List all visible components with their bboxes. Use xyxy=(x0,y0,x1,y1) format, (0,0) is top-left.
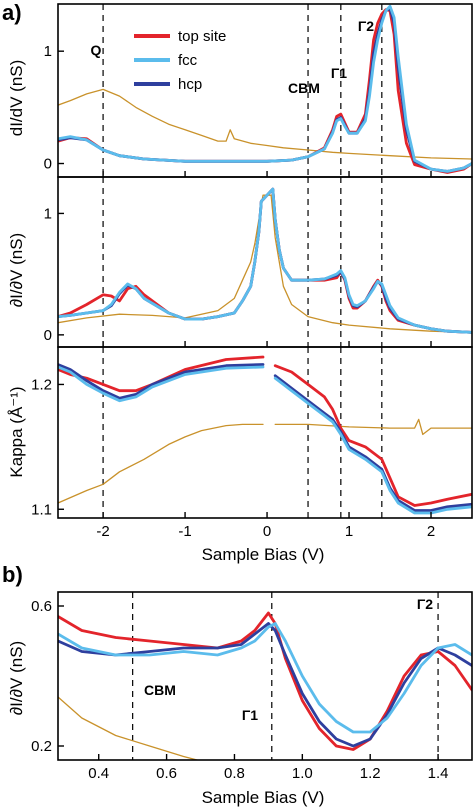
x-tick-label: 1.4 xyxy=(428,765,449,782)
series-hcp xyxy=(58,187,472,334)
y-tick-label: 0 xyxy=(44,327,52,344)
x-tick-label: 0.4 xyxy=(88,765,109,782)
y-tick-label: 1 xyxy=(44,205,52,222)
plot-frame xyxy=(57,346,473,519)
plot-frame xyxy=(57,591,473,761)
series-fcc xyxy=(58,4,472,173)
y-tick-label: 0.2 xyxy=(31,738,52,755)
series-fcc xyxy=(58,622,472,734)
legend-label-hcp: hcp xyxy=(178,76,202,93)
y-tick-label: 0.6 xyxy=(31,598,52,615)
series-top-site xyxy=(58,611,472,751)
xlabel-b: Sample Bias (V) xyxy=(202,788,325,807)
ylabel-p3: Kappa (Å⁻¹) xyxy=(7,386,26,477)
series-reference xyxy=(58,418,472,504)
series-fcc xyxy=(58,365,472,515)
plot-frame xyxy=(57,176,473,348)
x-tick-label: 1.0 xyxy=(292,765,313,782)
x-tick-label: 0 xyxy=(263,523,271,540)
y-tick-label: 1.1 xyxy=(31,501,52,518)
dIdV-subplot: 01 xyxy=(44,3,473,178)
label-gamma1-a: Γ1 xyxy=(331,65,347,81)
ylabel-p1: dI/dV (nS) xyxy=(7,60,26,137)
label-CBM-b: CBM xyxy=(144,682,176,698)
label-gamma2-b: Γ2 xyxy=(417,596,433,612)
dIdV-log-subplot: 01 xyxy=(44,176,473,348)
series-hcp xyxy=(58,622,472,748)
y-tick-label: 0 xyxy=(44,156,52,173)
series-reference xyxy=(58,696,200,760)
series-hcp xyxy=(58,363,472,512)
x-tick-label: 0.8 xyxy=(224,765,245,782)
x-tick-label: -2 xyxy=(96,523,109,540)
xlabel-a: Sample Bias (V) xyxy=(202,545,325,564)
legend: top site fcc hcp xyxy=(134,28,226,93)
panel-b-plot: 0.2 0.6 0.4 0.6 0.8 1.0 1.2 1.4 xyxy=(31,591,473,782)
label-CBM-a: CBM xyxy=(288,80,320,96)
series-fcc xyxy=(58,187,472,334)
x-tick-label: 0.6 xyxy=(156,765,177,782)
series-hcp xyxy=(58,7,472,173)
series-top-site xyxy=(58,355,472,507)
x-tick-label: 1.2 xyxy=(360,765,381,782)
x-tick-label: 1 xyxy=(345,523,353,540)
x-tick-label: -1 xyxy=(178,523,191,540)
y-tick-label: 1.2 xyxy=(31,376,52,393)
legend-label-fcc: fcc xyxy=(178,52,198,69)
series-top-site xyxy=(58,187,472,334)
kappa-subplot: 1.1 1.2 -2 -1 0 1 2 xyxy=(31,346,473,540)
y-tick-label: 1 xyxy=(44,43,52,60)
panel-a-label: a) xyxy=(2,0,22,25)
panel-b-label: b) xyxy=(2,562,23,587)
x-tick-label: 2 xyxy=(427,523,435,540)
legend-label-top-site: top site xyxy=(178,28,226,45)
series-reference xyxy=(58,194,472,334)
label-gamma2-a: Γ2 xyxy=(358,18,374,34)
label-gamma1-b: Γ1 xyxy=(242,707,258,723)
label-Q: Q xyxy=(91,42,102,58)
series-reference xyxy=(58,88,472,160)
ylabel-b: ∂I/∂V (nS) xyxy=(7,641,26,715)
ylabel-p2: ∂I/∂V (nS) xyxy=(7,233,26,307)
